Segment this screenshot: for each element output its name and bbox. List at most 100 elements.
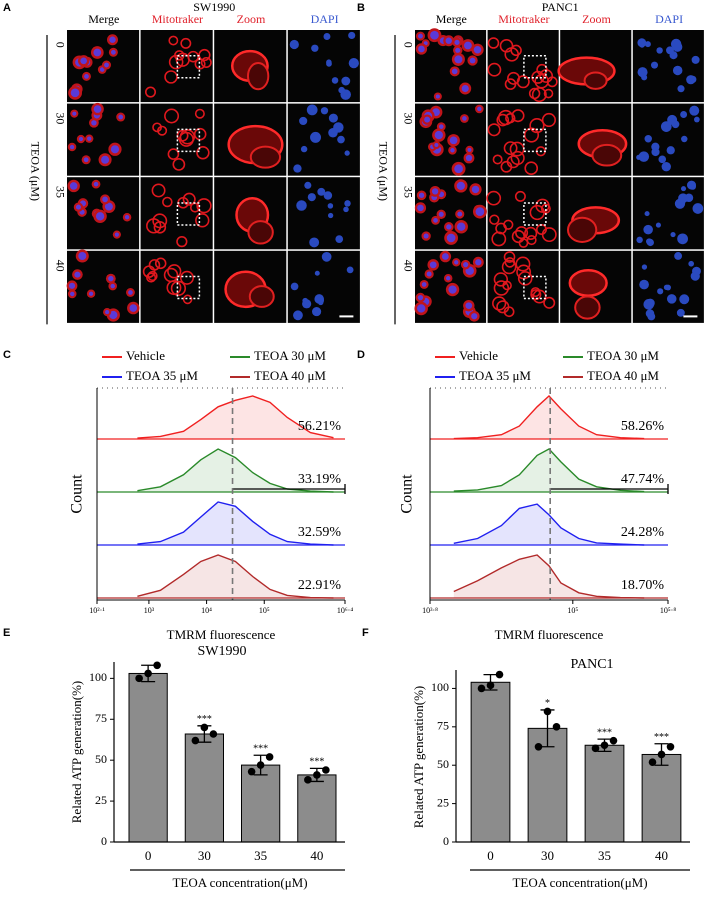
row-label: 35	[401, 186, 415, 198]
nucleus	[124, 215, 130, 220]
cell	[486, 190, 502, 206]
nucleus	[314, 270, 320, 276]
nucleus	[644, 134, 652, 143]
nucleus	[331, 77, 339, 84]
cell	[167, 264, 182, 279]
cell	[529, 117, 545, 134]
gate-percent: 33.19%	[298, 472, 342, 487]
nucleus	[438, 124, 444, 129]
cell	[591, 143, 623, 167]
cell	[147, 270, 158, 282]
cell	[179, 270, 195, 285]
nucleus	[473, 46, 482, 54]
nucleus	[664, 123, 671, 129]
significance-label: ***	[309, 757, 324, 768]
nucleus	[448, 285, 457, 294]
cell	[493, 272, 509, 287]
nucleus	[467, 147, 472, 152]
nucleus	[677, 85, 685, 93]
nucleus	[343, 206, 349, 213]
significance-label: *	[545, 698, 550, 709]
cell	[144, 86, 157, 98]
curve-fill	[137, 555, 334, 598]
cell	[505, 112, 516, 124]
curve-fill	[137, 396, 334, 439]
nucleus	[104, 62, 109, 68]
nucleus	[314, 294, 325, 304]
nucleus	[680, 186, 687, 192]
nucleus	[451, 68, 458, 75]
nucleus	[644, 211, 650, 217]
data-point	[191, 736, 200, 745]
nucleus	[320, 107, 329, 115]
nucleus	[101, 155, 110, 164]
cell	[503, 141, 518, 156]
panel-title: SW1990	[193, 0, 235, 14]
gate-percent: 47.74%	[621, 472, 665, 487]
nucleus	[446, 233, 456, 243]
curve	[137, 501, 334, 546]
nucleus	[636, 236, 643, 244]
nucleus	[454, 164, 463, 174]
nucleus	[692, 203, 704, 214]
cell	[164, 70, 178, 84]
nucleus	[674, 252, 683, 260]
cell	[504, 257, 516, 268]
cell	[493, 280, 510, 296]
row-label: 0	[401, 42, 415, 48]
data-point	[648, 758, 657, 766]
cell	[182, 294, 193, 305]
nucleus	[639, 279, 649, 290]
curve	[137, 448, 334, 493]
y-tick-label: 100	[89, 670, 107, 684]
cell	[515, 226, 529, 240]
nucleus	[670, 231, 676, 238]
cell	[196, 146, 210, 160]
nucleus	[289, 39, 299, 50]
nucleus	[110, 145, 120, 154]
nucleus	[417, 204, 424, 212]
column-header: Mitotraker	[498, 12, 549, 26]
cell	[524, 226, 538, 240]
nucleus	[87, 136, 92, 141]
data-point	[304, 776, 312, 784]
zoom-box	[176, 275, 201, 300]
nucleus	[637, 67, 648, 78]
nucleus	[456, 181, 465, 191]
column-header: Mitotraker	[152, 12, 203, 26]
cell	[511, 229, 526, 244]
y-axis-label: Related ATP generation(%)	[411, 686, 426, 828]
nucleus	[454, 260, 459, 265]
cell	[167, 148, 180, 160]
x-tick-label: 35	[598, 848, 611, 863]
cell	[168, 54, 184, 70]
nucleus	[655, 222, 661, 228]
nucleus	[477, 106, 482, 112]
cell	[517, 271, 533, 286]
legend-label: TEOA 40 μM	[254, 368, 326, 383]
cell	[194, 108, 205, 119]
cell	[180, 37, 192, 49]
nucleus	[475, 207, 485, 216]
nucleus	[465, 154, 473, 162]
cell	[540, 203, 551, 214]
zoom-box	[523, 275, 547, 300]
gate-percent: 22.91%	[298, 578, 342, 593]
column-header: DAPI	[311, 12, 339, 26]
nucleus	[348, 31, 356, 40]
column-header: Merge	[436, 12, 467, 26]
row-axis-label: TEOA (μM)	[28, 142, 42, 201]
nucleus	[88, 291, 94, 296]
y-tick-label: 100	[431, 680, 449, 694]
data-point	[609, 736, 618, 745]
data-point	[135, 674, 143, 683]
nucleus	[321, 251, 332, 262]
cell	[568, 269, 608, 298]
curve-fill	[453, 504, 645, 545]
nucleus	[417, 304, 426, 313]
data-point	[209, 730, 218, 738]
nucleus	[337, 135, 345, 144]
nucleus	[445, 37, 452, 44]
row-label: 30	[53, 112, 67, 124]
y-tick-label: 50	[95, 752, 107, 766]
